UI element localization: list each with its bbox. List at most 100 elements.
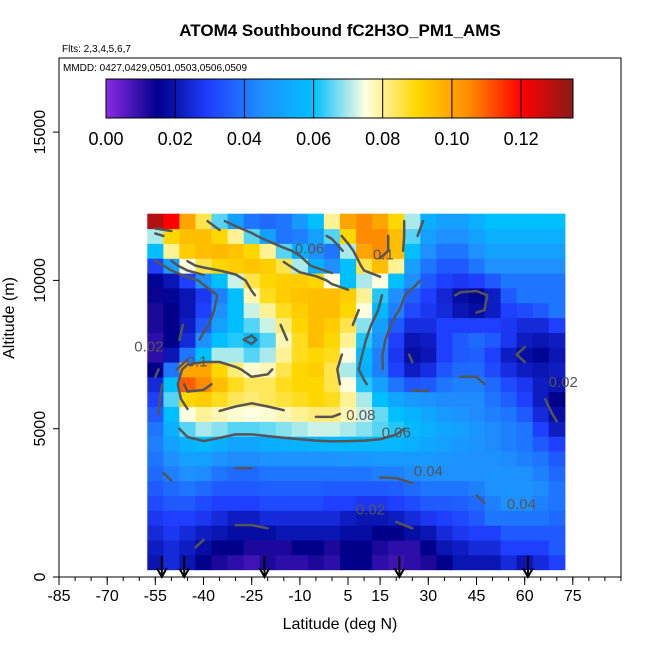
heatmap-cell xyxy=(211,480,229,496)
heatmap-cell xyxy=(211,421,229,437)
heatmap-cell xyxy=(500,287,518,304)
heatmap-cell xyxy=(147,465,164,482)
contour-labels: 0.06 0.1 0.02 0.1 0.08 0.06 0.04 0.02 0.04 0.02 xyxy=(134,241,578,519)
heatmap-cell xyxy=(356,421,373,437)
heatmap-cell xyxy=(147,302,164,319)
heatmap-cell xyxy=(404,332,421,348)
colorbar-tick-label: 0.10 xyxy=(434,129,469,149)
heatmap-cell xyxy=(532,451,550,467)
heatmap-cell xyxy=(291,391,309,407)
heatmap-cell xyxy=(323,258,341,274)
y-tick-label: 15000 xyxy=(32,110,49,155)
heatmap-cell xyxy=(548,539,566,556)
colorbar-tick-label: 0.08 xyxy=(365,129,400,149)
heatmap-cell xyxy=(195,302,213,319)
heatmap-cell xyxy=(323,525,341,541)
heatmap-cell xyxy=(147,451,164,467)
heatmap-cell xyxy=(323,539,341,556)
heatmap-cell xyxy=(548,495,566,511)
heatmap-cell xyxy=(211,436,229,452)
heatmap-cell xyxy=(211,451,229,467)
heatmap-cell xyxy=(243,525,261,541)
heatmap-cell xyxy=(356,480,373,496)
heatmap-cell xyxy=(243,376,261,393)
heatmap-cell xyxy=(291,421,309,437)
heatmap-cell xyxy=(163,302,181,319)
heatmap-cell xyxy=(275,421,293,437)
heatmap-cell xyxy=(468,228,486,244)
heatmap-cell xyxy=(291,213,309,230)
heatmap-cell xyxy=(484,554,502,571)
plot-frame xyxy=(58,57,622,578)
heatmap-cell xyxy=(452,465,470,482)
x-tick-label: 45 xyxy=(468,588,486,605)
heatmap-cell xyxy=(356,243,373,259)
heatmap-cell xyxy=(179,317,197,333)
heatmap-cell xyxy=(259,406,277,422)
heatmap-cell xyxy=(372,347,389,363)
heatmap-cell xyxy=(372,362,389,378)
heatmap-cell xyxy=(275,465,293,482)
heatmap-cell xyxy=(195,480,213,496)
heatmap-cell xyxy=(291,228,309,244)
heatmap-cell xyxy=(195,510,213,526)
heatmap-cell xyxy=(356,376,373,393)
heatmap-cell xyxy=(452,525,470,541)
heatmap-cell xyxy=(452,213,470,230)
heatmap-cell xyxy=(195,243,213,259)
heatmap-cell xyxy=(548,362,566,378)
heatmap-cell xyxy=(372,406,389,422)
heatmap-cell xyxy=(436,510,453,526)
contour-line xyxy=(154,227,390,393)
heatmap-cell xyxy=(436,554,453,571)
heatmap-cell xyxy=(323,391,341,407)
heatmap-cell xyxy=(420,376,437,393)
heatmap-cell xyxy=(436,317,453,333)
heatmap-cell xyxy=(420,391,437,407)
heatmap-cell xyxy=(500,495,518,511)
heatmap-cell xyxy=(500,376,518,393)
heatmap-cell xyxy=(163,391,181,407)
heatmap-cell xyxy=(195,228,213,244)
heatmap-cell xyxy=(436,406,453,422)
heatmap-cell xyxy=(275,317,293,333)
heatmap-cell xyxy=(227,510,245,526)
contour-line xyxy=(154,219,406,419)
heatmap-cell xyxy=(243,451,261,467)
heatmap-cell xyxy=(211,495,229,511)
heatmap-cell xyxy=(356,332,373,348)
heatmap-cell xyxy=(211,465,229,482)
heatmap-cell xyxy=(195,273,213,289)
heatmap-cell xyxy=(163,539,181,556)
heatmap-cell xyxy=(500,465,518,482)
heatmap-cell xyxy=(548,406,566,422)
heatmap-cell xyxy=(484,347,502,363)
heatmap-cell xyxy=(388,406,405,422)
heatmap-cell xyxy=(195,332,213,348)
heatmap-cell xyxy=(516,510,534,526)
heatmap-cell xyxy=(195,391,213,407)
heatmap-cell xyxy=(179,554,197,571)
heatmap-cell xyxy=(388,228,405,244)
heatmap-cell xyxy=(452,391,470,407)
heatmap-cell xyxy=(388,525,405,541)
heatmap-cell xyxy=(291,287,309,304)
x-tick-label: -55 xyxy=(144,588,167,605)
heatmap-cell xyxy=(259,525,277,541)
heatmap-cell xyxy=(147,273,164,289)
heatmap-cell xyxy=(372,554,389,571)
heatmap-cell xyxy=(452,406,470,422)
heatmap-cell xyxy=(323,495,341,511)
heatmap-cell xyxy=(147,213,164,230)
heatmap-cell xyxy=(147,317,164,333)
heatmap-cell xyxy=(436,480,453,496)
heatmap-cell xyxy=(468,391,486,407)
heatmap-cell xyxy=(307,406,325,422)
heatmap-cell xyxy=(388,421,405,437)
heatmap-cell xyxy=(179,302,197,319)
heatmap-cell xyxy=(147,510,164,526)
heatmap-cell xyxy=(404,406,421,422)
heatmap-cell xyxy=(291,302,309,319)
heatmap-cell xyxy=(275,228,293,244)
heatmap-cell xyxy=(259,465,277,482)
